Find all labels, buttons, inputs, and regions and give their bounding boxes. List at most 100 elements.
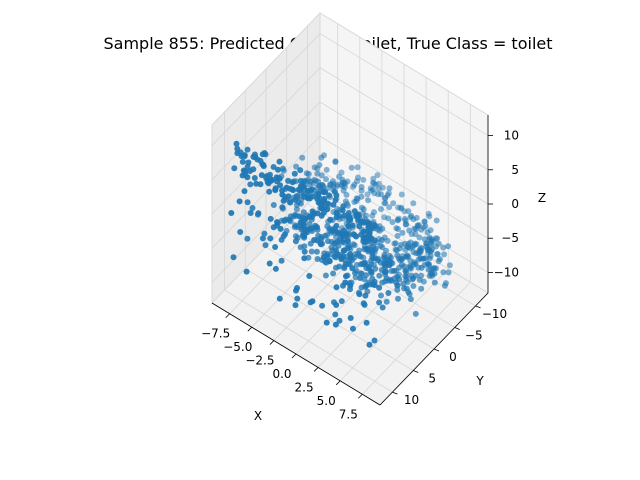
data-point (441, 251, 448, 258)
data-point (318, 234, 325, 240)
data-point (276, 158, 283, 165)
data-point (409, 244, 416, 250)
data-point (340, 247, 347, 254)
data-point (297, 219, 304, 226)
data-point (323, 319, 330, 326)
data-point (363, 319, 370, 326)
data-point (393, 279, 400, 286)
data-point (234, 145, 241, 152)
scatter-points (228, 140, 453, 348)
data-point (301, 255, 308, 262)
data-point (244, 174, 251, 181)
data-point (402, 273, 409, 280)
data-point (244, 146, 251, 153)
z-gridline-left (211, 67, 321, 181)
data-point (407, 296, 414, 303)
data-point (360, 176, 367, 183)
data-point (436, 256, 443, 263)
y-tick-mark (433, 348, 440, 352)
data-point (377, 242, 384, 249)
data-point (340, 187, 347, 194)
data-point (311, 164, 318, 171)
data-point (278, 257, 285, 264)
data-point (278, 236, 285, 243)
data-point (441, 282, 448, 289)
z-gridline-back (319, 33, 489, 136)
data-point (307, 299, 314, 306)
data-point (252, 154, 259, 161)
data-point (385, 290, 392, 296)
data-point (322, 272, 329, 279)
data-point (427, 248, 433, 255)
data-point (412, 310, 419, 317)
data-point (247, 181, 254, 188)
data-point (333, 222, 340, 229)
data-point (413, 214, 420, 221)
data-point (336, 263, 343, 270)
data-point (289, 179, 296, 186)
data-point (301, 233, 308, 240)
data-point (294, 295, 301, 302)
data-point (276, 295, 283, 302)
data-point (259, 161, 266, 168)
data-point (376, 284, 383, 291)
data-point (394, 232, 401, 239)
data-point (297, 200, 304, 207)
data-point (309, 193, 316, 200)
data-point (324, 200, 331, 207)
data-point (282, 231, 288, 238)
data-point (279, 204, 286, 211)
data-point (364, 191, 371, 198)
x-tick-mark (291, 353, 297, 359)
data-point (263, 173, 270, 180)
data-point (281, 217, 288, 224)
data-point (323, 176, 329, 183)
data-point (388, 277, 395, 284)
data-point (343, 191, 350, 198)
data-point (368, 270, 375, 277)
data-point (422, 223, 429, 230)
data-point (333, 192, 340, 199)
data-point (332, 158, 339, 165)
data-point (234, 150, 241, 157)
data-point (350, 325, 356, 332)
data-point (376, 299, 383, 306)
data-point (253, 180, 260, 187)
data-point (321, 195, 328, 202)
data-point (297, 183, 304, 190)
data-point (323, 166, 330, 173)
data-point (390, 200, 397, 207)
data-point (350, 241, 357, 248)
data-point (416, 222, 422, 229)
data-point (374, 257, 381, 264)
data-point (398, 256, 405, 263)
data-point (231, 165, 238, 172)
data-point (322, 258, 329, 265)
data-point (440, 269, 447, 276)
data-point (297, 167, 304, 174)
data-point (279, 191, 286, 198)
y-tick-label: 5 (428, 372, 436, 386)
z-gridline-left (211, 101, 321, 215)
data-point (291, 223, 298, 230)
z-axis-label: Z (538, 191, 546, 205)
data-point (301, 226, 308, 233)
data-point (347, 282, 354, 289)
data-point (328, 227, 335, 234)
z-gridline-back (319, 101, 489, 205)
data-point (406, 227, 413, 234)
data-point (378, 191, 384, 198)
data-point (306, 273, 313, 279)
data-point (332, 311, 339, 318)
data-point (314, 195, 321, 202)
data-point (274, 220, 281, 227)
x-tick-mark (247, 326, 253, 332)
data-point (319, 302, 326, 309)
data-point (381, 252, 388, 258)
data-point (331, 253, 338, 260)
data-point (338, 298, 345, 305)
data-point (366, 244, 373, 251)
x-tick-labels: −7.5−5.0−2.50.0 2.55.07.5 (201, 313, 363, 421)
data-point (395, 204, 402, 211)
data-point (379, 225, 386, 232)
